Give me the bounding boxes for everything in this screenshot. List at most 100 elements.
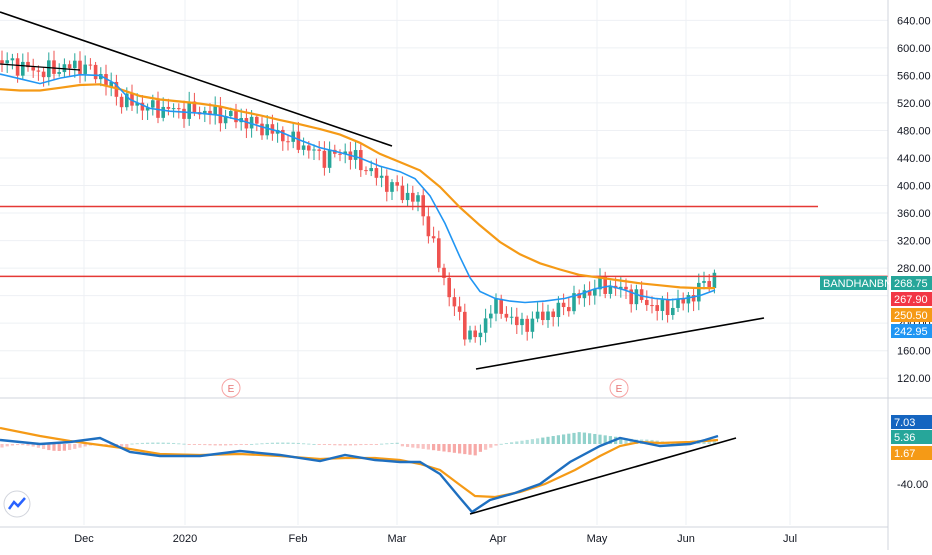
macd-histogram-bar: [359, 444, 363, 446]
candle-body: [499, 298, 503, 314]
price-tick-label: 520.00: [897, 98, 931, 110]
macd-histogram-bar: [213, 444, 217, 446]
candle-body: [395, 182, 399, 186]
signal-value-label: 1.67: [894, 448, 915, 460]
earnings-marker-label: E: [616, 384, 623, 395]
candle-body: [504, 313, 509, 318]
macd-histogram-bar: [400, 444, 404, 447]
macd-histogram-bar: [385, 443, 389, 445]
macd-histogram-bar: [255, 443, 259, 445]
price-tick-label: 640.00: [897, 15, 931, 27]
macd-histogram-bar: [416, 444, 420, 449]
price-tick-label: 120.00: [897, 373, 931, 385]
candle-body: [145, 107, 150, 111]
macd-trend-line: [469, 437, 737, 515]
candle-body: [286, 141, 290, 143]
candle-body: [88, 64, 93, 66]
candle-body: [208, 110, 212, 116]
candle-body: [515, 316, 519, 326]
candle-body: [379, 175, 384, 178]
macd-histogram-bar: [317, 444, 321, 445]
macd-histogram-bar: [156, 442, 160, 444]
macd-histogram-bar: [16, 444, 20, 446]
macd-histogram-bar: [203, 444, 207, 446]
macd-histogram-bar: [380, 443, 384, 445]
macd-histogram-bar: [551, 436, 555, 444]
candle-body: [151, 100, 155, 108]
macd-histogram-bar: [130, 443, 134, 445]
macd-histogram-bar: [458, 444, 462, 454]
downtrend-line: [0, 11, 393, 147]
macd-histogram-bar: [73, 444, 77, 449]
candle-body: [509, 316, 514, 318]
macd-histogram-bar: [161, 442, 165, 444]
candle-body: [608, 285, 613, 294]
candle-body: [681, 298, 685, 304]
level-price-label: 267.90: [894, 294, 928, 306]
macd-histogram-bar: [442, 444, 446, 452]
candle-body: [177, 108, 181, 110]
candle-body: [712, 272, 717, 289]
macd-histogram-bar: [619, 437, 623, 444]
candle-body: [93, 64, 98, 80]
candle-body: [702, 281, 706, 283]
macd-histogram-bar: [286, 442, 290, 444]
macd-histogram-bar: [182, 443, 186, 445]
macd-histogram-bar: [582, 432, 586, 444]
candle-body: [161, 106, 165, 118]
macd-histogram-bar: [291, 442, 295, 444]
candle-body: [223, 116, 228, 124]
candle-body: [104, 74, 108, 87]
candle-body: [21, 61, 25, 76]
price-tick-label: 360.00: [897, 208, 931, 220]
candle-body: [385, 175, 389, 192]
time-tick-label: 2020: [173, 533, 197, 545]
macd-histogram-bar: [234, 444, 238, 446]
candle-body: [416, 195, 420, 202]
candle-body: [473, 330, 477, 338]
macd-histogram-bar: [598, 434, 602, 444]
moving-averages: [0, 73, 716, 304]
candle-body: [629, 289, 633, 305]
macd-histogram-bar: [208, 444, 212, 446]
candle-body: [78, 60, 82, 74]
macd-histogram-bar: [47, 444, 51, 451]
candle-body: [567, 307, 571, 312]
time-tick-label: Dec: [74, 533, 94, 545]
time-tick-label: May: [587, 533, 608, 545]
candle-body: [166, 106, 171, 109]
earnings-marker: [609, 378, 629, 398]
macd-histogram-bar: [536, 438, 540, 444]
candle-body: [327, 149, 332, 168]
candle-body: [301, 145, 306, 150]
candle-body: [400, 185, 405, 201]
macd-histogram-bar: [36, 444, 40, 448]
candle-body: [598, 276, 602, 290]
histogram-value-label: 5.36: [894, 432, 915, 444]
macd-histogram-bar: [338, 444, 342, 446]
ema-fast-line: [0, 73, 716, 304]
candle-body: [525, 318, 529, 332]
price-tick-label: 160.00: [897, 346, 931, 358]
macd-histogram-bar: [437, 444, 441, 451]
candle-body: [296, 131, 301, 150]
macd-histogram-bar: [244, 444, 248, 445]
candle-body: [405, 192, 410, 201]
candle-body: [213, 105, 217, 116]
earnings-marker: [221, 378, 241, 398]
candle-body: [551, 311, 555, 318]
histogram-value-label-bg: [891, 430, 932, 444]
time-tick-label: Jun: [677, 533, 695, 545]
candle-body: [73, 60, 77, 69]
candle-body: [244, 118, 249, 129]
macd-tick-label: -40.00: [897, 479, 928, 491]
candle-body: [229, 111, 233, 117]
candle-body: [535, 311, 540, 319]
last-price-label: 268.75: [894, 278, 928, 290]
symbol-label: BANDHANBNK: [823, 278, 900, 290]
short-trend-line: [0, 63, 81, 71]
macd-histogram-bar: [510, 442, 514, 444]
candle-body: [520, 318, 524, 326]
